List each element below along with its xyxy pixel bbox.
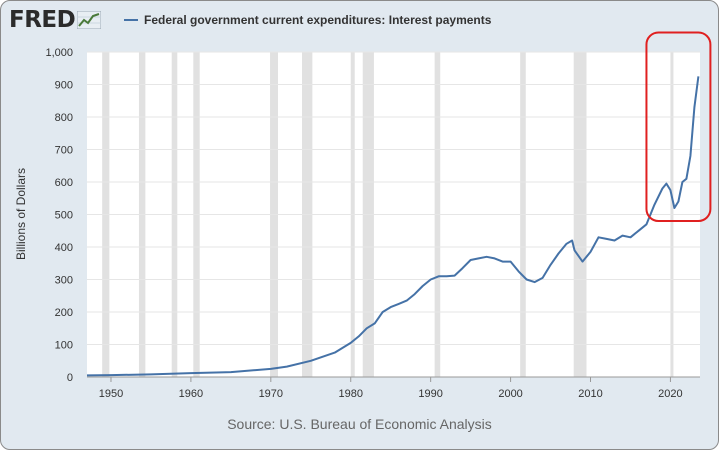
x-tick-label: 2000 (498, 388, 522, 400)
x-tick-label: 1980 (338, 388, 362, 400)
gridlines (87, 51, 700, 378)
y-tick-label: 700 (55, 145, 73, 157)
y-tick-label: 200 (55, 307, 73, 319)
y-tick-label: 500 (55, 210, 73, 222)
legend: Federal government current expenditures:… (124, 13, 491, 27)
legend-label: Federal government current expenditures:… (144, 13, 492, 27)
highlight-annotation (645, 31, 712, 222)
chart-header: FRED Federal government current expendit… (1, 1, 718, 39)
y-tick-label: 400 (55, 242, 73, 254)
y-axis-label: Billions of Dollars (14, 168, 28, 260)
y-tick-label: 0 (67, 372, 73, 384)
x-tick-label: 2010 (578, 388, 602, 400)
logo-text: FRED (9, 7, 76, 33)
line-chart-icon (77, 11, 102, 29)
y-tick-label: 600 (55, 177, 73, 189)
x-axis-ticks: 1950 1960 1970 1980 1990 2000 2010 2020 (99, 377, 683, 400)
x-tick-label: 1970 (259, 388, 283, 400)
y-tick-label: 900 (55, 80, 73, 92)
y-tick-label: 800 (55, 112, 73, 124)
x-tick-label: 2020 (658, 388, 682, 400)
x-tick-label: 1990 (418, 388, 442, 400)
fred-logo[interactable]: FRED (9, 7, 102, 33)
x-tick-label: 1950 (99, 388, 123, 400)
y-axis-ticks: 0 100 200 300 400 500 600 700 800 900 1,000 (45, 47, 73, 384)
y-tick-label: 100 (55, 340, 73, 352)
series-line (86, 76, 700, 377)
source-note: Source: U.S. Bureau of Economic Analysis (227, 416, 492, 432)
y-tick-label: 300 (55, 275, 73, 287)
y-tick-label: 1,000 (45, 47, 73, 59)
x-tick-label: 1960 (179, 388, 203, 400)
legend-swatch (124, 19, 138, 21)
